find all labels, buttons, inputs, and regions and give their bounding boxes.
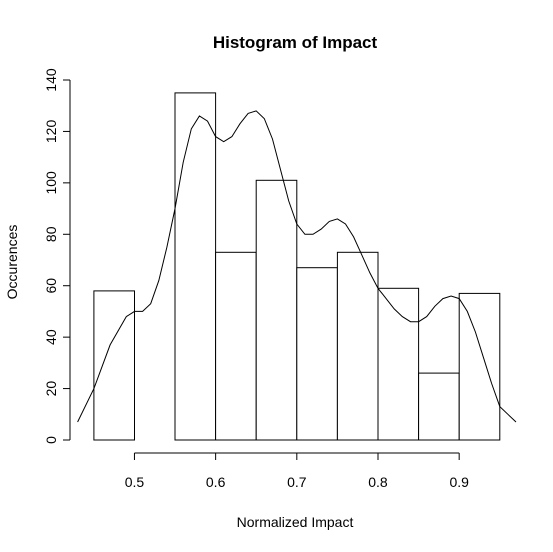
histogram-bar — [93, 290, 135, 441]
density-curve — [77, 110, 517, 423]
chart-title: Histogram of Impact — [213, 33, 378, 52]
histogram-bar — [174, 92, 217, 441]
histogram-bar — [418, 372, 460, 441]
y-tick-label: 120 — [43, 120, 59, 144]
x-tick-label: 0.9 — [449, 474, 469, 490]
histogram-bar — [255, 179, 298, 441]
y-axis: 0 20 40 60 80 100 120 140 — [43, 68, 71, 444]
y-tick-label: 40 — [43, 329, 59, 345]
histogram-bar — [336, 251, 379, 441]
x-tick-label: 0.8 — [368, 474, 388, 490]
y-tick-label: 20 — [43, 381, 59, 397]
y-axis-label: Occurences — [4, 225, 20, 300]
histogram-bar — [377, 287, 420, 441]
x-tick-label: 0.7 — [287, 474, 307, 490]
x-axis: 0.5 0.6 0.7 0.8 0.9 — [125, 452, 469, 490]
x-tick-label: 0.5 — [125, 474, 145, 490]
histogram-bar — [458, 292, 501, 441]
bars-group — [93, 92, 501, 441]
y-tick-label: 60 — [43, 278, 59, 294]
x-tick-label: 0.6 — [206, 474, 226, 490]
y-tick-label: 140 — [43, 68, 59, 92]
y-tick-label: 80 — [43, 226, 59, 242]
histogram-bar — [296, 267, 338, 441]
x-axis-label: Normalized Impact — [237, 514, 354, 530]
histogram-bar — [215, 251, 257, 441]
y-tick-label: 0 — [43, 436, 59, 444]
y-tick-label: 100 — [43, 171, 59, 195]
